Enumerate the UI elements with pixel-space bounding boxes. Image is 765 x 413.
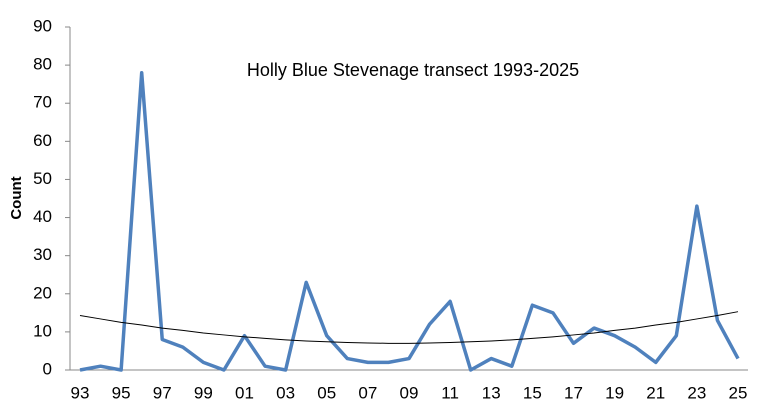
x-tick-label: 21 bbox=[646, 383, 665, 402]
x-tick-label: 25 bbox=[729, 383, 748, 402]
trend-line bbox=[79, 311, 739, 344]
x-tick-label: 11 bbox=[441, 383, 459, 402]
x-tick-label: 17 bbox=[564, 383, 583, 402]
x-tick-label: 13 bbox=[482, 383, 501, 402]
y-axis-label: Count bbox=[8, 176, 25, 219]
x-tick-label: 01 bbox=[235, 383, 254, 402]
x-tick-label: 05 bbox=[317, 383, 336, 402]
x-tick-label: 07 bbox=[358, 383, 377, 402]
x-tick-label: 03 bbox=[276, 383, 295, 402]
x-tick-label: 15 bbox=[523, 383, 542, 402]
y-tick-label: 90 bbox=[33, 16, 52, 35]
x-tick-label: 23 bbox=[687, 383, 706, 402]
y-tick-label: 60 bbox=[33, 131, 52, 150]
x-tick-label: 93 bbox=[71, 383, 90, 402]
x-tick-label: 99 bbox=[194, 383, 213, 402]
y-tick-label: 40 bbox=[33, 207, 52, 226]
chart-title: Holly Blue Stevenage transect 1993-2025 bbox=[247, 60, 579, 80]
data-line bbox=[79, 70, 740, 372]
y-tick-label: 30 bbox=[33, 245, 52, 264]
y-tick-label: 20 bbox=[33, 283, 52, 302]
x-tick-label: 95 bbox=[112, 383, 131, 402]
y-tick-label: 10 bbox=[33, 321, 52, 340]
y-tick-label: 80 bbox=[33, 55, 52, 74]
x-tick-label: 97 bbox=[153, 383, 172, 402]
y-tick-label: 70 bbox=[33, 93, 52, 112]
y-tick-label: 50 bbox=[33, 169, 52, 188]
x-tick-label: 09 bbox=[400, 383, 419, 402]
y-tick-label: 0 bbox=[43, 359, 52, 378]
x-tick-label: 19 bbox=[605, 383, 624, 402]
